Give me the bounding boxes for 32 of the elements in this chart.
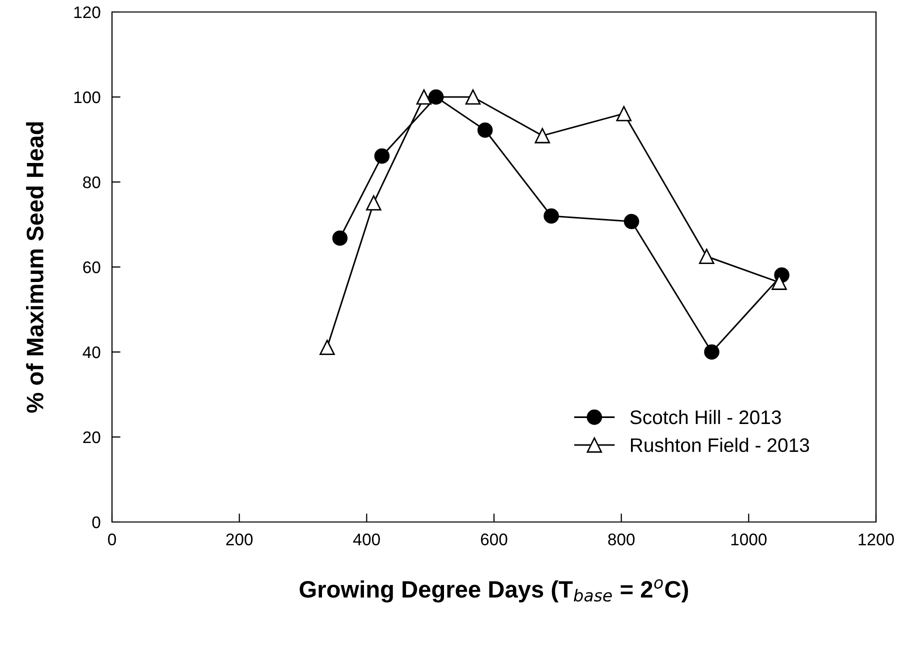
point xyxy=(366,195,382,210)
y-tick-label: 120 xyxy=(74,6,100,18)
x-tick-label: 800 xyxy=(608,534,635,546)
y-tick-label: 80 xyxy=(83,176,100,188)
point xyxy=(624,214,640,230)
x-tick-label: 1200 xyxy=(858,534,894,546)
point xyxy=(374,148,390,164)
y-axis-title: % of Maximum Seed Head xyxy=(26,122,44,413)
x-tick-label: 200 xyxy=(226,534,253,546)
point xyxy=(544,208,559,224)
point xyxy=(704,344,720,360)
point xyxy=(616,106,632,122)
point xyxy=(465,89,481,105)
x-axis-title: Growing Degree Days (T$_{base}$ = 2$^{o}$C) xyxy=(300,579,688,602)
x-tick-label: 400 xyxy=(353,534,380,546)
legend-label: Scotch Hill - 2013 xyxy=(630,410,781,424)
x-tick-label: 600 xyxy=(480,534,508,546)
point xyxy=(699,248,714,264)
y-tick-label: 100 xyxy=(74,91,100,104)
y-tick-label: 20 xyxy=(83,431,100,444)
legend-label: Rushton Field - 2013 xyxy=(630,438,810,452)
y-tick-label: 0 xyxy=(92,516,100,528)
point xyxy=(332,230,348,246)
y-tick-label: 60 xyxy=(83,261,100,274)
point xyxy=(534,128,550,144)
point xyxy=(416,89,432,105)
point xyxy=(772,274,787,290)
y-tick-label: 40 xyxy=(82,346,100,358)
x-tick-label: 0 xyxy=(108,534,116,546)
point xyxy=(477,122,493,138)
point xyxy=(320,340,335,355)
x-tick-label: 1000 xyxy=(731,534,767,546)
